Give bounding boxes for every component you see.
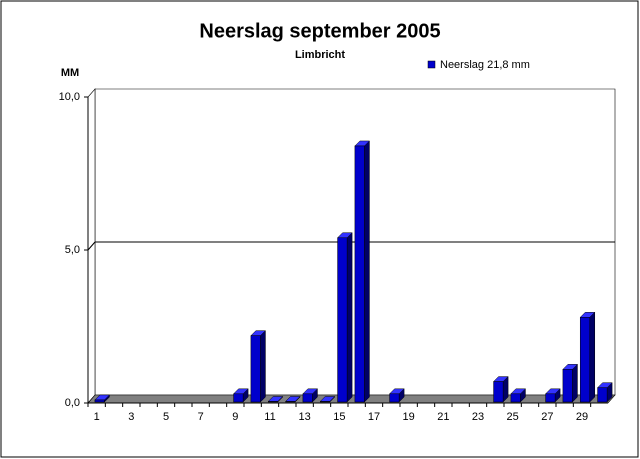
x-tick-label: 15 <box>333 411 345 423</box>
x-tick-label: 1 <box>94 411 100 423</box>
x-tick-label: 21 <box>437 411 449 423</box>
grid-line <box>87 241 96 251</box>
x-tick-label: 7 <box>198 411 204 423</box>
bar <box>267 401 279 403</box>
bar <box>545 393 556 403</box>
y-tick-label: 10,0 <box>59 91 80 103</box>
x-tick-label: 29 <box>576 411 588 423</box>
y-tick-label: 0,0 <box>65 397 80 409</box>
bar <box>389 393 400 403</box>
bar <box>510 393 521 403</box>
x-tick-label: 11 <box>264 411 275 423</box>
bar-side <box>364 140 370 403</box>
bar-side <box>589 311 596 403</box>
bar-side <box>572 363 578 403</box>
bar <box>597 387 608 403</box>
bar <box>319 401 331 403</box>
x-tick-label: 19 <box>403 411 415 423</box>
bar <box>285 401 296 403</box>
bar <box>337 237 348 403</box>
bar <box>94 399 105 403</box>
legend-label: Neerslag 21,8 mm <box>440 59 530 71</box>
x-tick-label: 3 <box>128 411 134 423</box>
bar <box>562 369 573 403</box>
x-tick-label: 23 <box>472 411 484 423</box>
chart-subtitle: Limbricht <box>295 49 345 61</box>
x-tick-label: 17 <box>368 411 380 423</box>
y-axis-label: MM <box>61 67 79 79</box>
bar-side <box>260 330 266 403</box>
bar <box>579 317 591 403</box>
bar <box>493 381 504 403</box>
x-tick-label: 5 <box>163 411 169 423</box>
chart-title: Neerslag september 2005 <box>199 20 440 42</box>
x-tick-label: 9 <box>232 411 238 423</box>
y-tick-label: 5,0 <box>65 244 80 256</box>
bar <box>250 335 261 403</box>
bar <box>354 145 365 403</box>
x-tick-label: 13 <box>299 411 311 423</box>
x-tick-label: 25 <box>507 411 519 423</box>
legend-swatch <box>427 60 436 69</box>
bar-side <box>346 232 353 403</box>
bar <box>302 393 313 403</box>
x-tick-label: 27 <box>541 411 553 423</box>
bar <box>233 393 244 403</box>
